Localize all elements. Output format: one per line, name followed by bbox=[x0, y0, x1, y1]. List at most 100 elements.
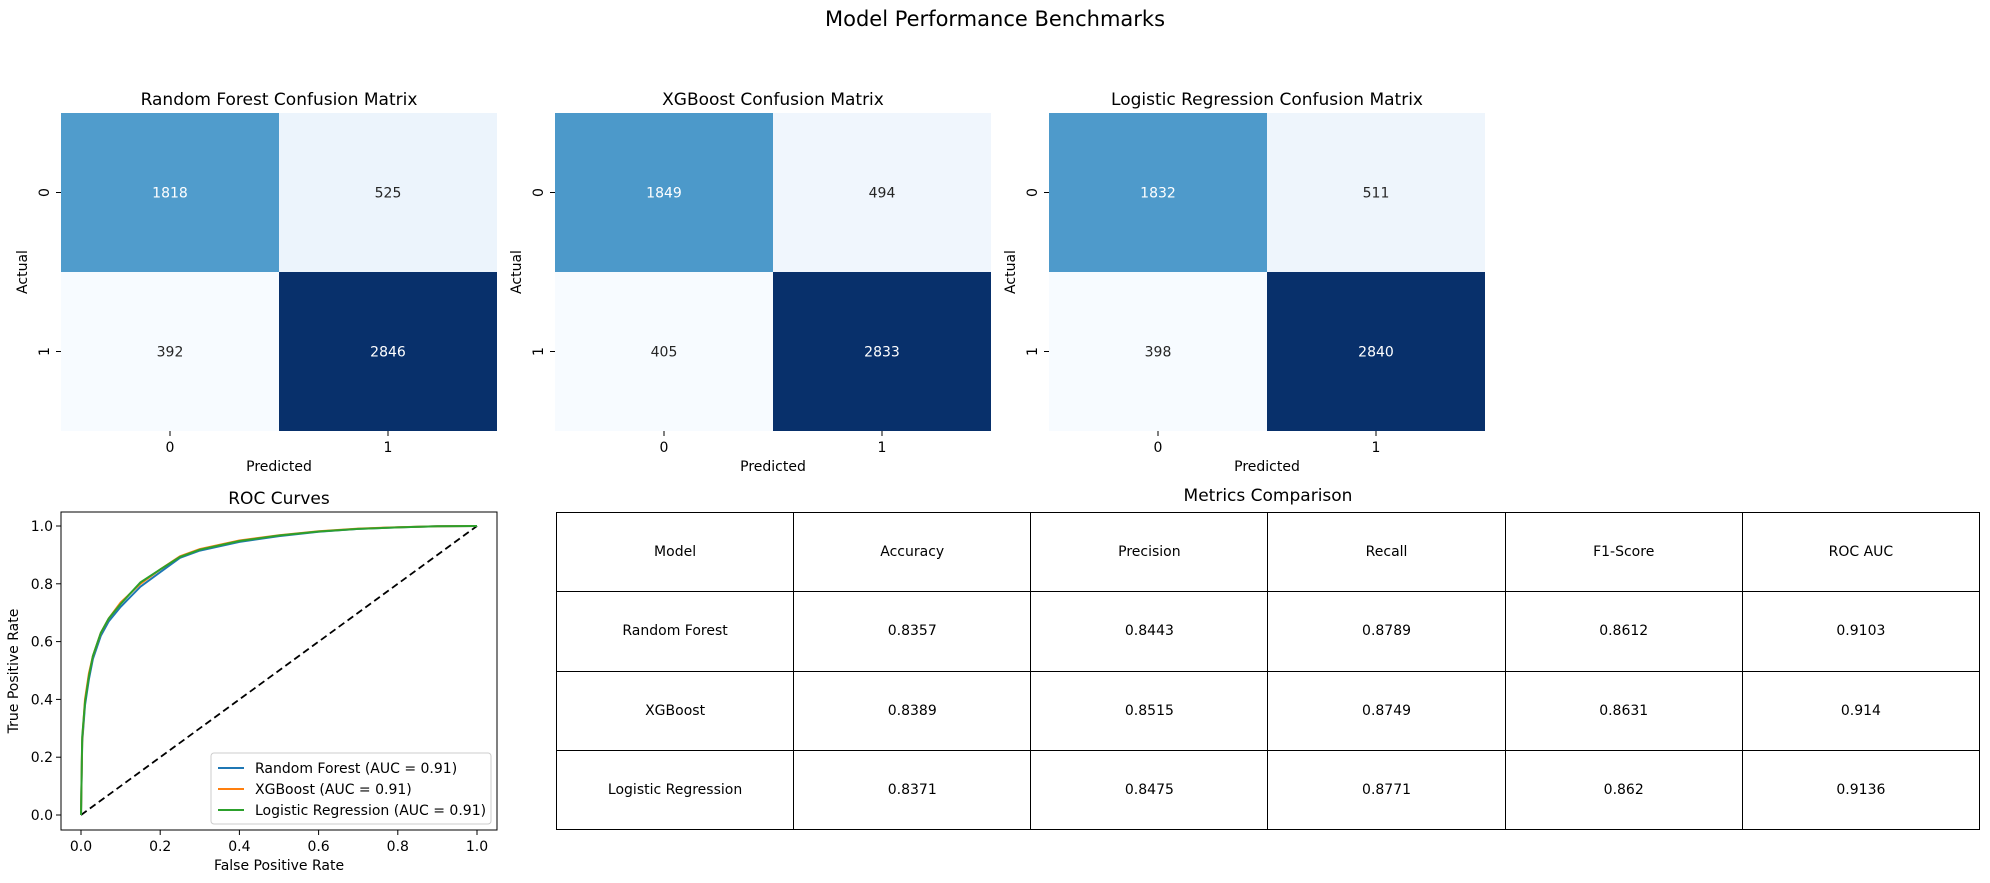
table-row: Random Forest 0.8357 0.8443 0.8789 0.8612 0.9… bbox=[555, 591, 1981, 672]
table-cell: 0.914 bbox=[1741, 670, 1981, 751]
table-cell: 0.8357 bbox=[793, 591, 1032, 672]
table-cell: Precision bbox=[1030, 511, 1269, 593]
x-tick-label: 1 bbox=[384, 440, 393, 456]
table-cell: 0.9103 bbox=[1741, 591, 1981, 672]
x-axis-label: False Positive Rate bbox=[214, 858, 344, 874]
matrix-cell bbox=[773, 272, 991, 431]
chance-reference-line bbox=[80, 525, 478, 816]
y-axis-label: Actual bbox=[15, 250, 31, 294]
y-tick-label: 0 bbox=[37, 188, 53, 197]
cell-value-label: 1849 bbox=[646, 186, 682, 202]
y-tick-label: 0.6 bbox=[31, 635, 53, 651]
table-cell: 0.8789 bbox=[1267, 591, 1506, 672]
x-axis-label: Predicted bbox=[246, 459, 312, 475]
y-axis-label: Actual bbox=[1003, 250, 1019, 294]
cell-value-label: 511 bbox=[1363, 186, 1390, 202]
table-row: XGBoost 0.8389 0.8515 0.8749 0.8631 0.914 bbox=[555, 670, 1981, 751]
cell-value-label: 525 bbox=[375, 186, 402, 202]
y-tick-label: 1.0 bbox=[31, 519, 53, 535]
roc-series-line bbox=[80, 525, 478, 816]
table-cell: Model bbox=[555, 511, 795, 593]
table-cell: 0.8515 bbox=[1030, 670, 1269, 751]
y-axis-label: True Positive Rate bbox=[6, 609, 22, 735]
table-cell: Logistic Regression bbox=[555, 749, 795, 831]
y-tick-label: 0.0 bbox=[31, 808, 53, 824]
x-tick-label: 1.0 bbox=[466, 839, 488, 855]
matrix-cell bbox=[555, 113, 773, 272]
x-tick-label: 1 bbox=[1372, 440, 1381, 456]
cell-value-label: 1818 bbox=[152, 186, 188, 202]
table-cell: Random Forest bbox=[555, 591, 795, 672]
cell-value-label: 2833 bbox=[864, 345, 900, 361]
table-cell: F1-Score bbox=[1504, 511, 1743, 593]
confusion-matrix-3: Logistic Regression Confusion Matrix 1832… bbox=[1003, 90, 1485, 475]
matrix-cell bbox=[1267, 113, 1485, 272]
x-axis-label: Predicted bbox=[740, 459, 806, 475]
matrix-cell bbox=[1267, 272, 1485, 431]
x-axis-label: Predicted bbox=[1234, 459, 1300, 475]
confusion-matrices: Random Forest Confusion Matrix 1818 525 392… bbox=[15, 90, 1485, 475]
table-cell: 0.8389 bbox=[793, 670, 1032, 751]
metrics-table: Model Accuracy Precision Recall F1-Score ROC … bbox=[555, 511, 1981, 831]
table-cell: 0.8475 bbox=[1030, 749, 1269, 831]
table-cell: 0.8749 bbox=[1267, 670, 1506, 751]
y-tick-label: 0 bbox=[1025, 188, 1041, 197]
y-tick-label: 0 bbox=[531, 188, 547, 197]
metrics-table-title: Metrics Comparison bbox=[1183, 486, 1353, 506]
y-tick-label: 1 bbox=[37, 347, 53, 356]
table-cell: XGBoost bbox=[555, 670, 795, 751]
cell-value-label: 494 bbox=[869, 186, 896, 202]
roc-legend bbox=[210, 752, 492, 825]
cell-value-label: 2846 bbox=[370, 345, 406, 361]
table-cell: 0.8371 bbox=[793, 749, 1032, 831]
table-cell: 0.8443 bbox=[1030, 591, 1269, 672]
table-row: Logistic Regression 0.8371 0.8475 0.8771 0.8… bbox=[555, 749, 1981, 831]
table-header-row: Model Accuracy Precision Recall F1-Score ROC … bbox=[555, 511, 1981, 593]
matrix-cell bbox=[61, 272, 279, 431]
table-cell: 0.8771 bbox=[1267, 749, 1506, 831]
table-cell: Recall bbox=[1267, 511, 1506, 593]
table-cell: 0.862 bbox=[1504, 749, 1743, 831]
y-axis-label: Actual bbox=[509, 250, 525, 294]
cell-value-label: 405 bbox=[651, 345, 678, 361]
matrix-title: Logistic Regression Confusion Matrix bbox=[1111, 90, 1423, 110]
legend-label: Random Forest (AUC = 0.91) bbox=[255, 761, 457, 777]
matrix-cell bbox=[1049, 272, 1267, 431]
cell-value-label: 1832 bbox=[1140, 186, 1176, 202]
cell-value-label: 398 bbox=[1145, 345, 1172, 361]
y-tick-label: 0.4 bbox=[31, 692, 53, 708]
x-tick-label: 0 bbox=[166, 440, 175, 456]
confusion-matrix-1: Random Forest Confusion Matrix 1818 525 392… bbox=[15, 90, 497, 475]
x-tick-label: 0.4 bbox=[228, 839, 250, 855]
matrix-title: Random Forest Confusion Matrix bbox=[141, 90, 418, 110]
matrix-cell bbox=[279, 272, 497, 431]
matrix-cell bbox=[555, 272, 773, 431]
confusion-matrix-2: XGBoost Confusion Matrix 1849 494 405 2833 0 1… bbox=[509, 90, 991, 475]
x-tick-label: 0.0 bbox=[70, 839, 92, 855]
cell-value-label: 392 bbox=[157, 345, 184, 361]
table-cell: 0.8612 bbox=[1504, 591, 1743, 672]
matrix-cell bbox=[61, 113, 279, 272]
y-tick-label: 1 bbox=[1025, 347, 1041, 356]
legend-label: Logistic Regression (AUC = 0.91) bbox=[255, 803, 486, 819]
x-tick-label: 0 bbox=[1154, 440, 1163, 456]
roc-chart: ROC Curves 0.0 0.2 0.4 0.6 0.8 1.0 0.0 0.2 0.4 0.6… bbox=[6, 489, 498, 874]
legend-label: XGBoost (AUC = 0.91) bbox=[255, 782, 412, 798]
y-tick-label: 1 bbox=[531, 347, 547, 356]
x-tick-label: 0.8 bbox=[387, 839, 409, 855]
table-cell: ROC AUC bbox=[1741, 511, 1981, 593]
cell-value-label: 2840 bbox=[1358, 345, 1394, 361]
table-cell: 0.8631 bbox=[1504, 670, 1743, 751]
table-cell: Accuracy bbox=[793, 511, 1032, 593]
matrix-cell bbox=[279, 113, 497, 272]
roc-title: ROC Curves bbox=[228, 489, 330, 509]
x-tick-label: 0.6 bbox=[307, 839, 329, 855]
table-cell: 0.9136 bbox=[1741, 749, 1981, 831]
matrix-cell bbox=[773, 113, 991, 272]
y-tick-label: 0.8 bbox=[31, 577, 53, 593]
matrix-title: XGBoost Confusion Matrix bbox=[662, 90, 884, 110]
matrix-cell bbox=[1049, 113, 1267, 272]
x-tick-label: 1 bbox=[878, 440, 887, 456]
y-tick-label: 0.2 bbox=[31, 750, 53, 766]
